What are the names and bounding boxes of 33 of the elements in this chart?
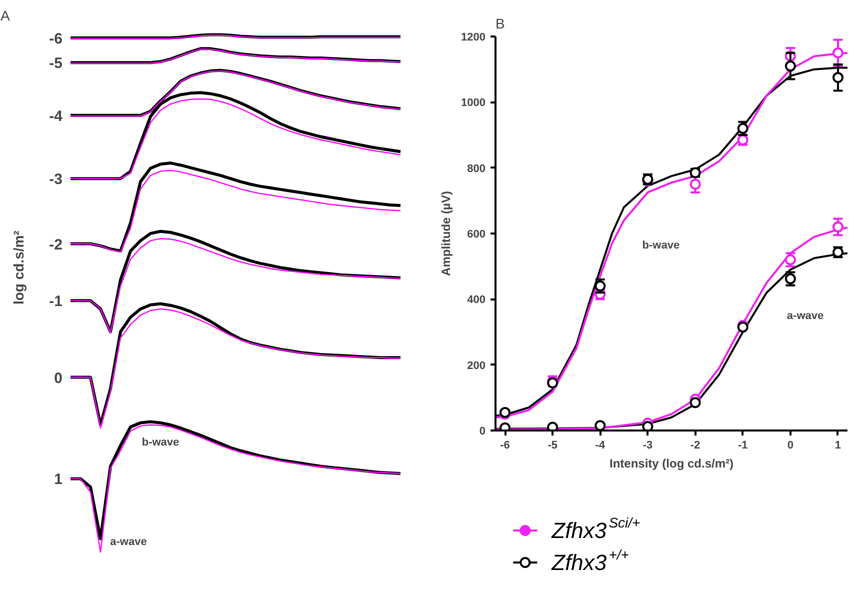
text: -6 — [49, 30, 63, 48]
text: -2 — [49, 236, 63, 254]
x-tick-label: -2 — [690, 440, 700, 452]
y-tick-label: 200 — [467, 360, 486, 372]
y-axis-title: Amplitude (µV) — [439, 191, 454, 276]
x-tick-label: 1 — [834, 440, 842, 452]
annotation: b-wave — [642, 239, 680, 252]
chart-title: A — [0, 8, 10, 24]
y-tick-label: 1200 — [461, 32, 486, 44]
text: -3 — [49, 171, 63, 188]
text: -4 — [49, 108, 64, 125]
x-tick-label: -1 — [738, 440, 748, 452]
x-tick-label: 0 — [787, 440, 794, 452]
annotation: a-wave — [786, 310, 824, 322]
text: -1 — [49, 293, 63, 310]
text: 0 — [54, 370, 62, 387]
text: 1 — [54, 471, 62, 488]
y-tick-label: 400 — [467, 294, 486, 306]
x-tick-label: -6 — [500, 440, 510, 452]
legend-label: Zfhx3+/+ — [550, 546, 629, 575]
y-tick-label: 800 — [467, 162, 486, 175]
y-tick-label: 600 — [467, 228, 486, 240]
y-tick-label: 1000 — [461, 97, 486, 110]
x-tick-label: -4 — [595, 440, 606, 452]
x-tick-label: -5 — [548, 440, 558, 452]
annotation: b-wave — [142, 436, 180, 448]
x-axis-title: Intensity (log cd.s/m²) — [609, 456, 734, 470]
y-axis-title: log cd.s/m² — [10, 230, 26, 305]
y-tick-label: 0 — [479, 426, 486, 438]
annotation: a-wave — [110, 536, 147, 548]
chart-title: B — [496, 16, 505, 32]
text: -5 — [49, 55, 63, 72]
x-tick-label: -3 — [642, 440, 653, 452]
